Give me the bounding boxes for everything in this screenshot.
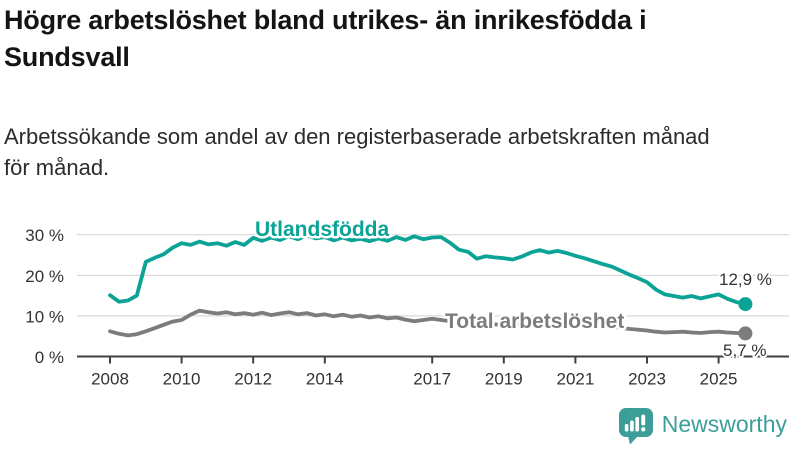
x-axis-tick-label: 2017 <box>413 370 451 389</box>
series-line <box>108 233 748 306</box>
series-line <box>108 308 748 338</box>
end-value-label: 5,7 % <box>723 341 766 360</box>
newsworthy-attribution: Newsworthy <box>618 408 787 445</box>
x-axis-tick-label: 2010 <box>163 370 201 389</box>
page-subtitle-line-2: för månad. <box>4 155 110 180</box>
line-chart: 0 % 10 % 20 % 30 % 2008 2010 2012 2014 2017 2019 2… <box>25 216 789 389</box>
series-label: Utlandsfödda <box>255 218 389 241</box>
x-axis-tick-label: 2008 <box>91 370 129 389</box>
x-axis-tick-label: 2014 <box>306 370 344 389</box>
page-subtitle: Arbetssökande som andel av den registerb… <box>4 121 710 183</box>
y-axis-tick-label: 10 % <box>25 307 64 326</box>
y-axis-tick-label: 20 % <box>25 267 64 286</box>
x-axis-tick-label: 2025 <box>700 370 738 389</box>
x-axis-tick-label: 2019 <box>485 370 523 389</box>
end-value-label: 12,9 % <box>719 270 772 289</box>
page-subtitle-line-1: Arbetssökande som andel av den registerb… <box>4 124 710 149</box>
x-axis-tick-label: 2012 <box>234 370 272 389</box>
series-end-dot <box>738 297 753 312</box>
x-axis-tick-label: 2023 <box>628 370 666 389</box>
newsworthy-wordmark: Newsworthy <box>661 411 787 437</box>
page-title: Högre arbetslöshet bland utrikes- än inr… <box>4 2 647 76</box>
y-axis-tick-label: 0 % <box>35 348 64 367</box>
series-end-dot <box>738 326 753 341</box>
x-axis-tick-label: 2021 <box>556 370 594 389</box>
newsworthy-icon <box>618 408 653 445</box>
page-title-line-2: Sundsvall <box>4 42 130 72</box>
series-label: Total arbetslöshet <box>445 310 624 333</box>
page-title-line-1: Högre arbetslöshet bland utrikes- än inr… <box>4 5 647 35</box>
y-axis-tick-label: 30 % <box>25 226 64 245</box>
